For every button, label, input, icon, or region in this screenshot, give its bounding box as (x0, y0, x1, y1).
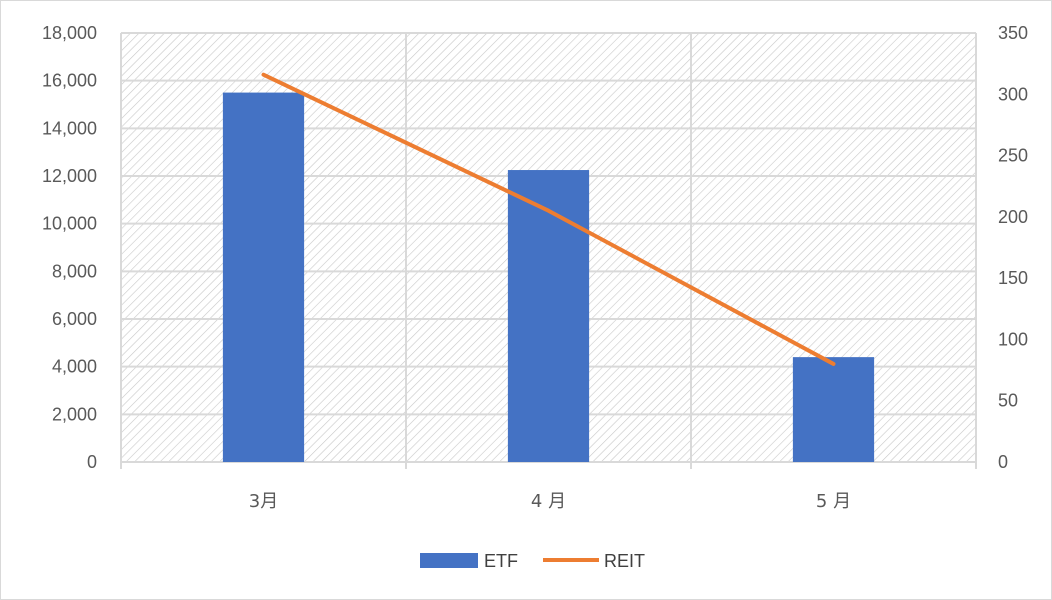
right-tick-label: 50 (998, 391, 1018, 411)
bar-etf (507, 170, 590, 462)
left-tick-label: 8,000 (52, 261, 97, 281)
category-label: 3月 (249, 491, 278, 512)
left-tick-label: 6,000 (52, 309, 97, 329)
right-tick-label: 250 (998, 146, 1028, 166)
left-tick-label: 16,000 (42, 71, 97, 91)
bar-etf (222, 92, 305, 462)
bar-etf (792, 357, 875, 462)
left-tick-label: 14,000 (42, 118, 97, 138)
category-label: 5 月 (816, 491, 851, 512)
left-tick-label: 12,000 (42, 166, 97, 186)
left-tick-label: 2,000 (52, 404, 97, 424)
legend-label-etf: ETF (484, 551, 518, 571)
legend-swatch-etf (420, 553, 478, 568)
category-axis: 3月 4 月 5 月 (249, 491, 851, 512)
right-tick-label: 300 (998, 84, 1028, 104)
left-tick-label: 0 (87, 452, 97, 472)
right-tick-label: 200 (998, 207, 1028, 227)
left-y-axis: 0 2,000 4,000 6,000 8,000 10,000 12,000 14,000 1… (42, 23, 97, 472)
right-tick-label: 350 (998, 23, 1028, 43)
legend-label-reit: REIT (604, 551, 645, 571)
left-tick-label: 18,000 (42, 23, 97, 43)
right-tick-label: 100 (998, 329, 1028, 349)
etf-bars (222, 92, 875, 462)
reit-line (261, 72, 836, 366)
left-tick-label: 10,000 (42, 214, 97, 234)
right-y-axis: 0 50 100 150 200 250 300 350 (998, 23, 1028, 472)
left-tick-label: 4,000 (52, 357, 97, 377)
right-tick-label: 0 (998, 452, 1008, 472)
category-label: 4 月 (531, 491, 566, 512)
series-line-reit (261, 72, 836, 366)
legend: ETF REIT (420, 551, 645, 571)
right-tick-label: 150 (998, 268, 1028, 288)
